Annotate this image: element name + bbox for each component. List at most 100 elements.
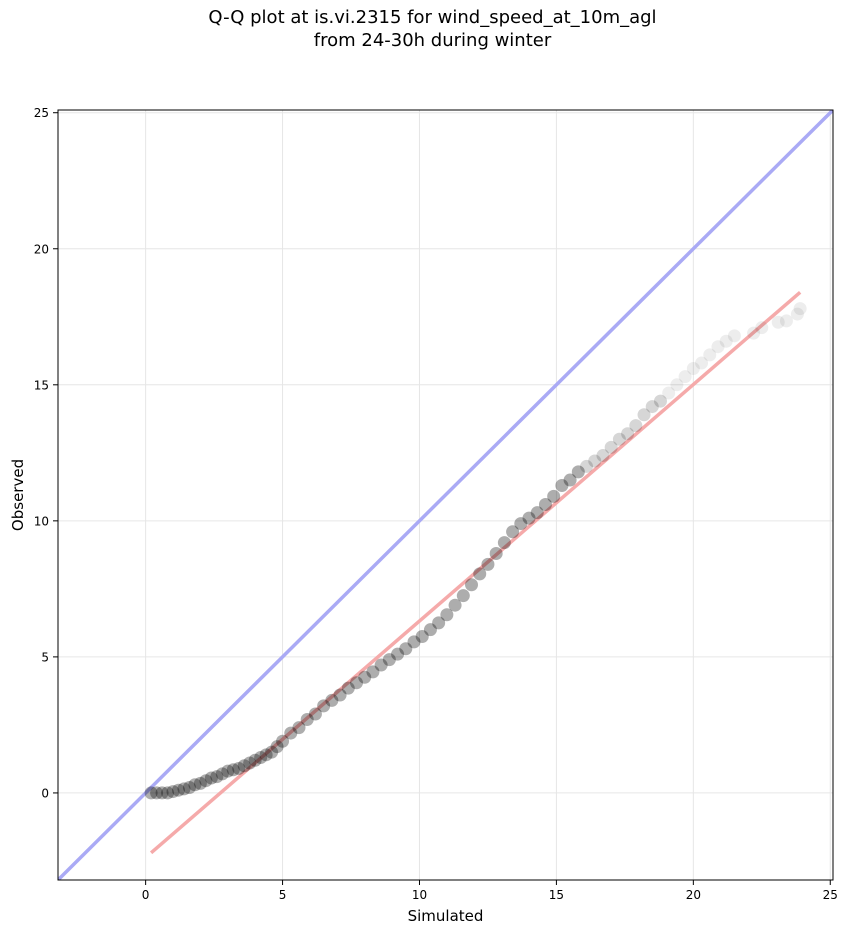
data-point	[366, 665, 380, 679]
data-point	[514, 517, 528, 531]
data-point	[727, 329, 741, 343]
data-point	[473, 567, 487, 581]
data-points	[144, 302, 807, 800]
data-point	[265, 745, 279, 759]
data-point	[711, 340, 725, 354]
plot-frame	[57, 109, 834, 881]
data-point	[382, 653, 396, 667]
data-point	[182, 780, 196, 794]
y-tick-label: 10	[34, 514, 49, 528]
data-point	[243, 756, 257, 770]
data-point	[374, 658, 388, 672]
data-point	[292, 721, 306, 735]
data-point	[489, 546, 503, 560]
data-point	[637, 408, 651, 422]
data-point	[259, 748, 273, 762]
data-point	[155, 786, 169, 800]
data-point	[221, 764, 235, 778]
x-tick-label: 0	[142, 888, 150, 902]
grid-lines	[58, 110, 833, 880]
data-point	[506, 525, 520, 539]
data-point	[391, 647, 405, 661]
data-point	[695, 356, 709, 370]
data-point	[423, 623, 437, 637]
data-point	[215, 767, 229, 781]
y-axis-label: Observed	[9, 459, 27, 531]
data-point	[150, 786, 164, 800]
data-point	[341, 681, 355, 695]
data-point	[399, 642, 413, 656]
data-point	[177, 782, 191, 796]
data-point	[333, 688, 347, 702]
reference-lines	[58, 110, 833, 880]
data-point	[226, 763, 240, 777]
data-point	[793, 302, 807, 316]
data-point	[407, 635, 421, 649]
data-point	[248, 753, 262, 767]
data-point	[237, 759, 251, 773]
data-point	[755, 321, 769, 335]
data-point	[596, 449, 610, 463]
x-tick-label: 15	[549, 888, 564, 902]
data-point	[415, 629, 429, 643]
data-point	[629, 419, 643, 433]
data-point	[662, 386, 676, 400]
x-tick-label: 25	[823, 888, 838, 902]
data-point	[538, 498, 552, 512]
data-point	[686, 361, 700, 375]
data-point	[678, 370, 692, 384]
data-point	[188, 778, 202, 792]
data-point	[621, 427, 635, 441]
data-point	[440, 608, 454, 622]
data-point	[653, 394, 667, 408]
data-point	[193, 776, 207, 790]
data-point	[284, 726, 298, 740]
data-point	[349, 676, 363, 690]
data-point	[456, 589, 470, 603]
x-tick-label: 20	[686, 888, 701, 902]
data-point	[779, 314, 793, 328]
x-axis-label: Simulated	[408, 907, 484, 925]
y-tick-label: 15	[34, 378, 49, 392]
data-point	[580, 459, 594, 473]
y-tick-label: 0	[41, 786, 49, 800]
data-point	[547, 489, 561, 503]
data-point	[325, 693, 339, 707]
data-point	[588, 454, 602, 468]
axis-ticks: 0 5 10 15 20 25 0 5 10 15 20 25	[34, 106, 838, 902]
data-point	[604, 440, 618, 454]
data-point	[563, 473, 577, 487]
data-point	[210, 770, 224, 784]
data-point	[747, 326, 761, 340]
data-point	[171, 783, 185, 797]
x-tick-label: 10	[412, 888, 427, 902]
data-point	[161, 786, 175, 800]
data-point	[670, 378, 684, 392]
data-point	[204, 771, 218, 785]
data-point	[530, 506, 544, 520]
data-point	[481, 557, 495, 571]
identity-line	[58, 110, 833, 880]
data-point	[199, 774, 213, 788]
data-point	[358, 670, 372, 684]
data-point	[522, 511, 536, 525]
data-point	[612, 432, 626, 446]
data-point	[270, 740, 284, 754]
data-point	[790, 307, 804, 321]
fit-line	[149, 290, 802, 855]
data-point	[448, 598, 462, 612]
y-tick-label: 5	[41, 650, 49, 664]
data-point	[232, 761, 246, 775]
data-point	[432, 616, 446, 630]
chart-title-line-2: from 24-30h during winter	[313, 30, 552, 51]
chart-title: Q-Q plot at is.vi.2315 for wind_speed_at…	[0, 6, 850, 52]
data-point	[254, 751, 268, 765]
data-point	[571, 465, 585, 479]
data-point	[317, 699, 331, 713]
y-tick-label: 25	[34, 106, 49, 120]
data-point	[308, 707, 322, 721]
data-point	[300, 712, 314, 726]
data-point	[144, 786, 158, 800]
data-point	[497, 536, 511, 550]
